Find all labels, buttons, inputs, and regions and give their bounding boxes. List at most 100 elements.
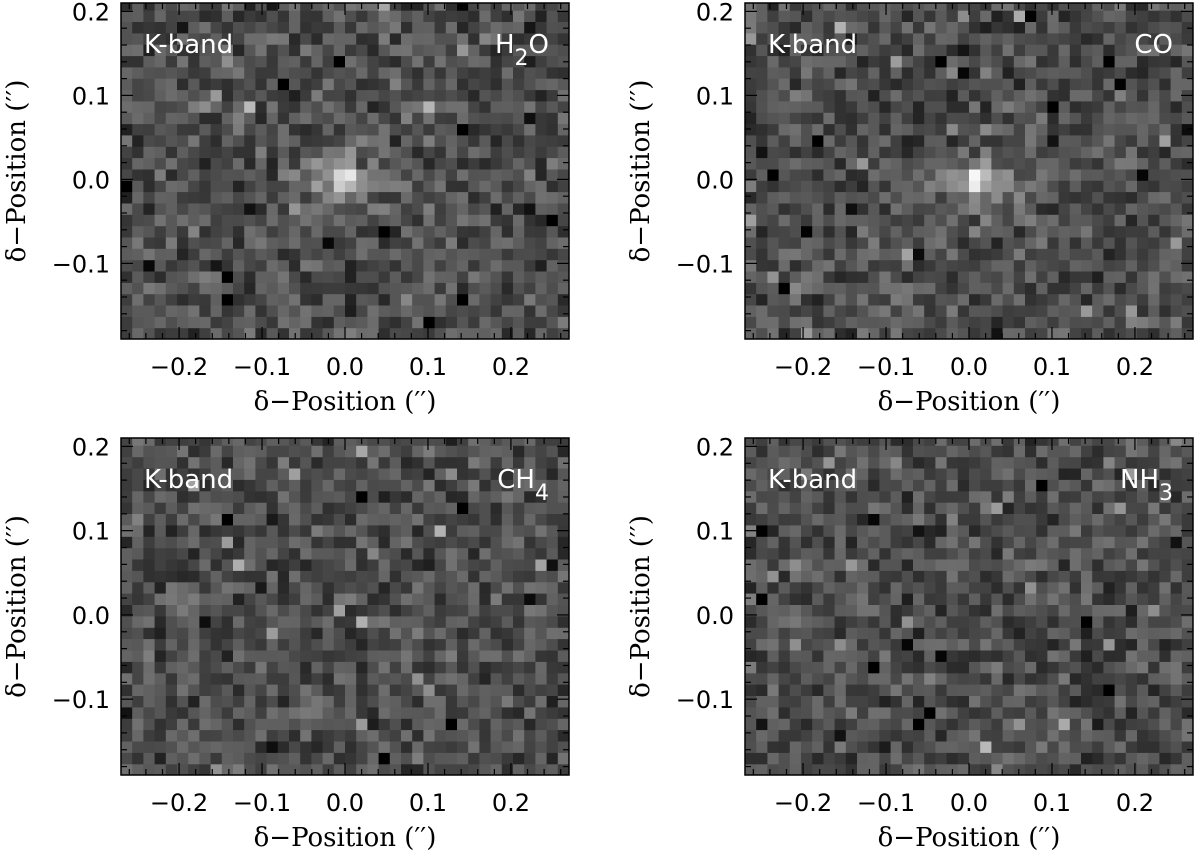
pixel — [901, 305, 914, 317]
pixel — [199, 593, 212, 605]
pixel — [277, 547, 290, 560]
pixel — [913, 649, 925, 662]
pixel — [569, 707, 581, 719]
pixel — [322, 78, 335, 91]
pixel — [177, 718, 189, 731]
pixel — [457, 157, 469, 170]
pixel — [789, 248, 802, 261]
pixel — [121, 191, 122, 204]
pixel — [946, 593, 959, 605]
pixel — [389, 10, 402, 22]
pixel — [412, 775, 424, 787]
pixel — [143, 191, 156, 204]
pixel — [266, 3, 279, 11]
pixel — [745, 661, 757, 674]
pixel — [1170, 305, 1183, 317]
pixel — [233, 706, 245, 719]
y-tick-label: −0.1 — [52, 686, 110, 714]
pixel — [322, 100, 335, 113]
pixel — [879, 134, 892, 147]
pixel — [1036, 316, 1048, 329]
pixel — [789, 157, 802, 170]
pixel — [457, 134, 469, 147]
pixel — [890, 445, 903, 458]
pixel — [767, 316, 780, 329]
pixel — [980, 259, 992, 272]
pixel — [154, 752, 167, 765]
pixel — [401, 248, 413, 261]
pixel — [255, 21, 268, 34]
pixel — [166, 775, 178, 787]
pixel — [479, 78, 492, 91]
pixel — [1002, 191, 1015, 204]
pixel — [845, 524, 858, 537]
pixel — [557, 740, 569, 753]
pixel — [868, 558, 880, 571]
pixel — [154, 729, 167, 742]
pixel — [890, 32, 903, 45]
pixel — [546, 236, 559, 249]
pixel — [1013, 305, 1026, 317]
pixel — [266, 55, 279, 68]
pixel — [468, 422, 480, 434]
pixel — [490, 558, 503, 571]
pixel — [311, 570, 324, 583]
pixel — [300, 581, 312, 594]
pixel — [913, 627, 925, 640]
pixel — [221, 718, 234, 731]
pixel — [778, 558, 791, 571]
pixel — [1025, 146, 1037, 159]
pixel — [210, 467, 223, 480]
pixel — [524, 524, 536, 537]
pixel — [401, 202, 413, 215]
pixel — [479, 695, 492, 708]
pixel — [233, 202, 245, 215]
pixel — [501, 524, 514, 537]
pixel — [423, 327, 436, 339]
pixel — [322, 593, 335, 605]
pixel — [1148, 202, 1160, 215]
pixel — [513, 66, 525, 79]
pixel — [1137, 44, 1149, 57]
pixel — [446, 775, 458, 787]
pixel — [278, 339, 290, 351]
pixel — [188, 236, 200, 249]
pixel — [401, 134, 413, 147]
pixel — [502, 339, 514, 351]
pixel — [121, 202, 122, 215]
pixel — [946, 672, 959, 685]
pixel — [289, 248, 301, 261]
pixel — [991, 327, 1004, 339]
pixel — [569, 22, 581, 34]
pixel — [412, 89, 424, 102]
pixel — [210, 438, 223, 446]
pixel — [535, 112, 548, 125]
pixel — [457, 44, 469, 57]
pixel — [1103, 157, 1116, 170]
pixel — [255, 112, 268, 125]
pixel — [210, 21, 223, 34]
pixel — [513, 123, 525, 136]
pixel — [991, 316, 1004, 329]
pixel — [801, 157, 813, 170]
pixel — [300, 438, 312, 446]
pixel — [745, 752, 746, 765]
pixel — [322, 10, 335, 22]
pixel — [266, 10, 279, 22]
pixel — [980, 66, 992, 79]
pixel — [823, 123, 836, 136]
pixel — [890, 191, 903, 204]
pixel — [789, 502, 802, 514]
pixel — [535, 248, 548, 261]
pixel — [546, 445, 559, 458]
pixel — [524, 259, 536, 272]
pixel — [322, 684, 335, 696]
pixel — [1081, 10, 1093, 22]
pixel — [1148, 248, 1160, 261]
pixel — [524, 638, 536, 651]
pixel — [557, 168, 569, 181]
pixel — [991, 44, 1004, 57]
pixel — [1092, 89, 1104, 102]
pixel — [845, 615, 858, 628]
pixel — [221, 456, 234, 469]
